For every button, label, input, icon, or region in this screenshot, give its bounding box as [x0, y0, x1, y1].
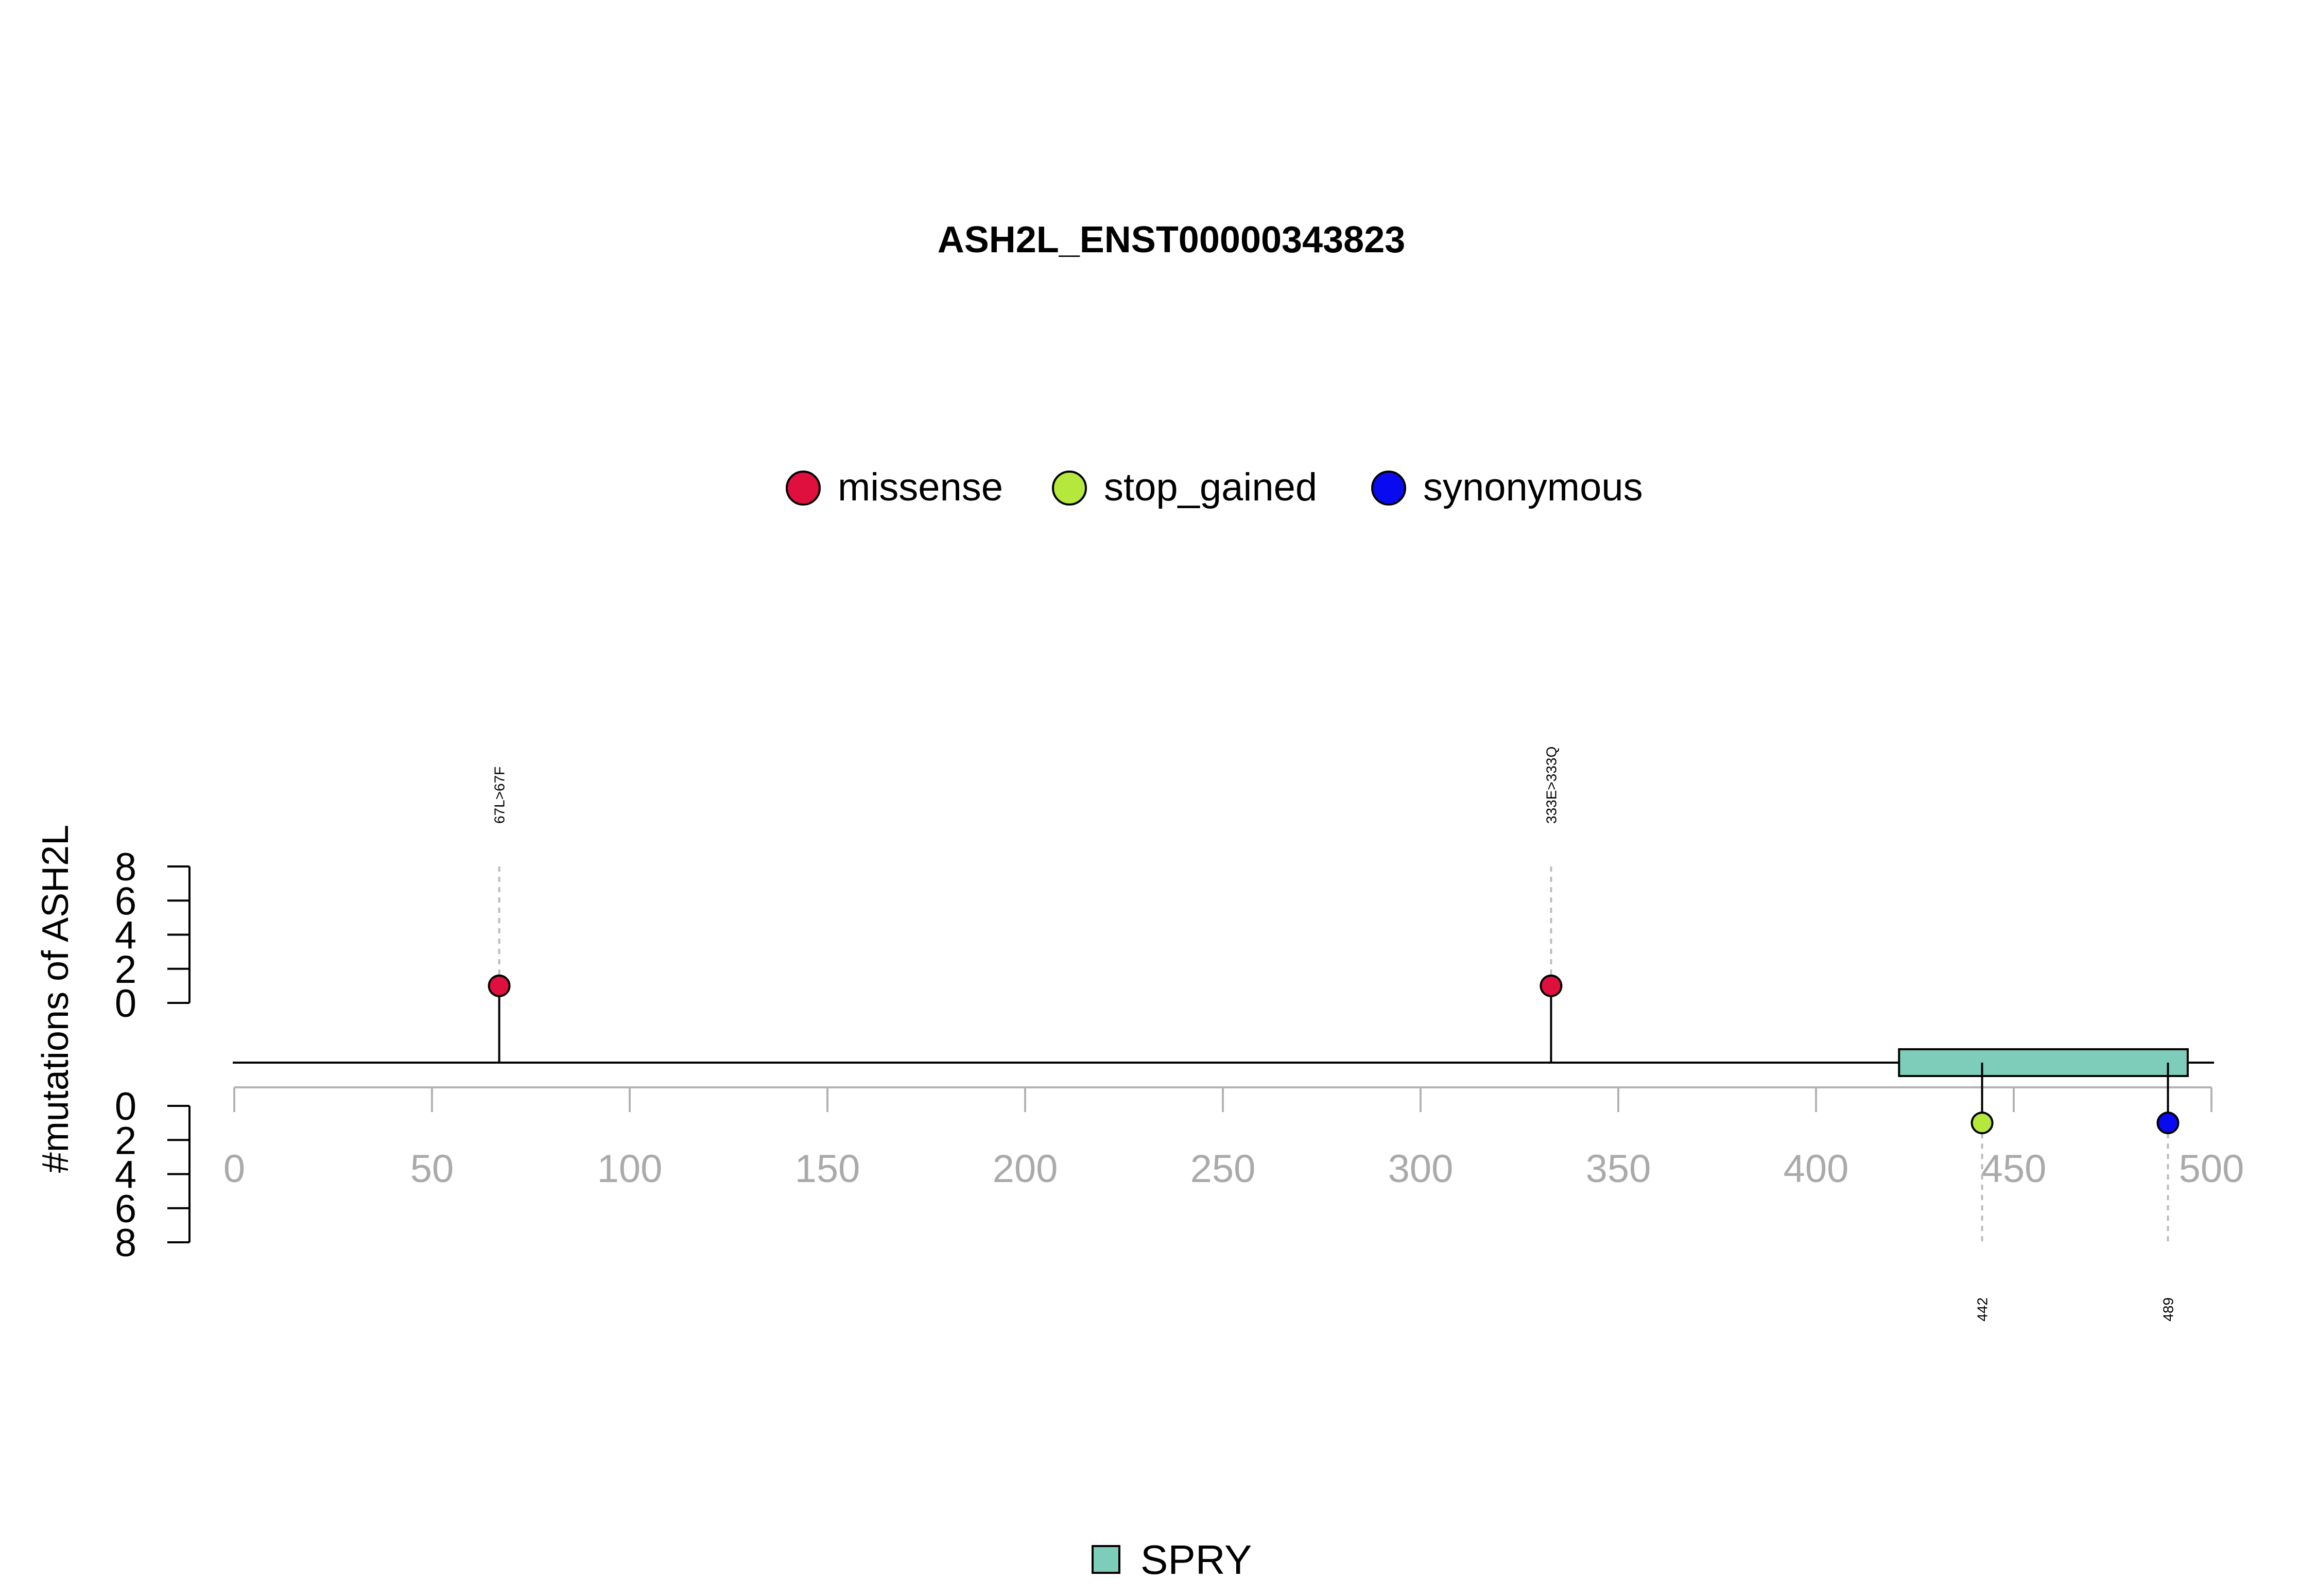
y-axis-bottom-tick-label: 6 — [115, 1187, 136, 1231]
legend-marker-missense — [786, 471, 821, 506]
y-axis-label: #mutations of ASH2L — [35, 825, 76, 1173]
legend-marker-stop_gained — [1052, 471, 1087, 506]
lollipop-head-synonymous — [2156, 1112, 2180, 1135]
lollipop-head-missense — [488, 974, 511, 997]
x-axis: 0 50 100 150 200 250 300 350 400 450 500 — [223, 1086, 2244, 1191]
y-axis-bottom-tick-label: 2 — [115, 1119, 136, 1163]
x-axis-tick-label: 500 — [2179, 1147, 2244, 1191]
legend-marker-synonymous — [1371, 471, 1406, 506]
x-axis-tick-label: 150 — [795, 1147, 860, 1191]
domain-SPRY — [1898, 1048, 2189, 1077]
chart-title: ASH2L_ENST00000343823 — [938, 219, 1406, 261]
x-axis-tick-label: 400 — [1784, 1147, 1849, 1191]
lollipops: 67L>67F 333E>333Q 442 489 — [488, 747, 2180, 1322]
legend-label-synonymous: synonymous — [1423, 465, 1643, 509]
mutation-label: 67L>67F — [492, 767, 508, 824]
x-axis-tick-label: 250 — [1190, 1147, 1256, 1191]
x-axis-tick-label: 200 — [993, 1147, 1058, 1191]
mutation-label: 442 — [1975, 1297, 1991, 1322]
x-axis-tick-label: 350 — [1586, 1147, 1651, 1191]
y-axis-top-tick-label: 8 — [115, 845, 136, 889]
y-axis-top-tick-label: 0 — [115, 982, 136, 1026]
x-axis-tick-label: 0 — [223, 1147, 245, 1191]
y-axis-bottom-tick-label: 4 — [115, 1153, 136, 1197]
mutation-label: 489 — [2160, 1297, 2176, 1322]
domains — [1898, 1048, 2189, 1077]
domain-legend-label: SPRY — [1140, 1537, 1252, 1583]
mutation-label: 333E>333Q — [1543, 747, 1559, 824]
mutation-legend: missense stop_gained synonymous — [786, 465, 1643, 509]
y-axis-bottom-tick-label: 0 — [115, 1085, 136, 1129]
lollipop-head-stop_gained — [1970, 1112, 1994, 1135]
domain-legend: SPRY — [1092, 1537, 1252, 1583]
y-axis-top-tick-label: 4 — [115, 914, 136, 958]
x-axis-tick-label: 100 — [597, 1147, 663, 1191]
lollipop-head-missense — [1540, 974, 1563, 997]
y-axis-bottom-tick-label: 8 — [115, 1221, 136, 1265]
x-axis-tick-label: 300 — [1388, 1147, 1454, 1191]
domain-legend-swatch — [1092, 1545, 1120, 1574]
y-axis-top-tick-label: 2 — [115, 948, 136, 992]
legend-label-stop_gained: stop_gained — [1104, 465, 1317, 509]
y-axis-top-tick-label: 6 — [115, 879, 136, 923]
x-axis-tick-label: 450 — [1981, 1147, 2047, 1191]
legend-label-missense: missense — [838, 465, 1003, 509]
x-axis-tick-label: 50 — [410, 1147, 454, 1191]
